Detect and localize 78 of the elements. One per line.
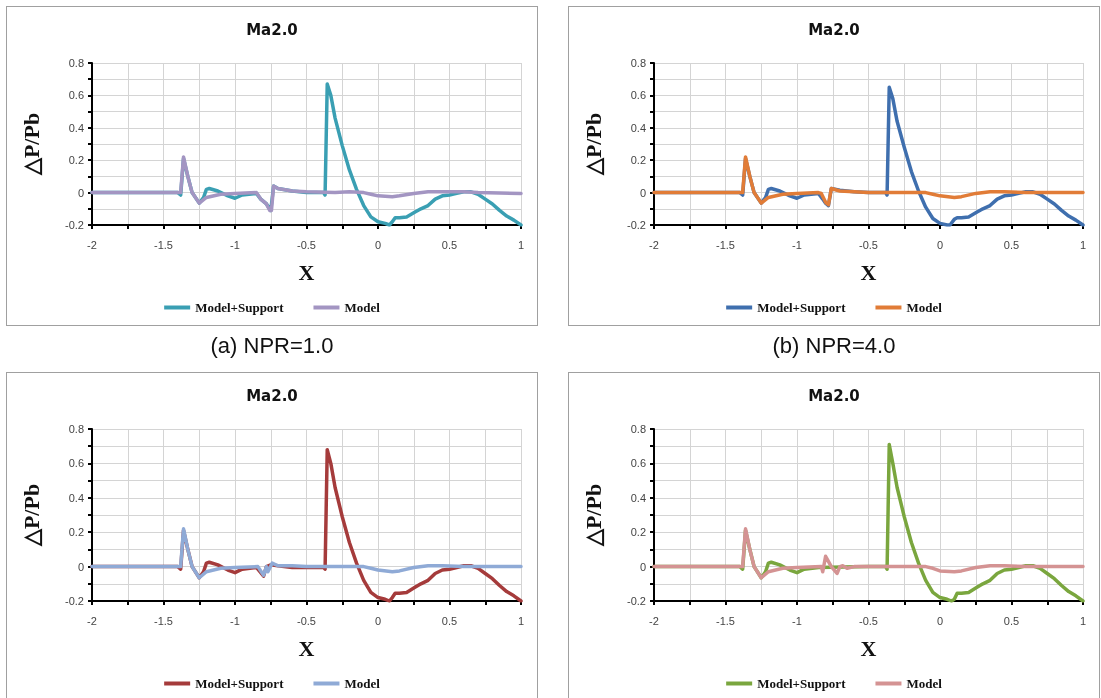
y-tick-label: 0.2 [630,154,646,167]
x-tick-label: 1 [517,614,525,627]
legend-label: Model [344,676,381,691]
x-tick-label: -0.5 [297,614,316,627]
x-tick-label: -1 [230,238,240,251]
x-axis-title: X [298,635,315,661]
x-axis-title: X [860,259,877,285]
legend-label: Model [344,300,381,315]
x-tick-label: 1 [1079,238,1087,251]
x-tick-label: 1 [517,238,525,251]
y-tick-label: 0.8 [68,423,84,435]
x-tick-label: -0.5 [859,238,878,251]
y-tick-label: -0.2 [65,595,84,607]
x-tick-label: 0.5 [1003,238,1020,251]
text: (b) NPR=4.0 [771,332,897,360]
x-tick-label: 0 [374,614,382,627]
y-axis-title: △P/Pb [580,112,606,177]
y-tick-label: 0.4 [630,491,646,504]
chart-title: Ma2.0 [808,20,860,39]
x-tick-label: 0 [936,238,944,251]
legend-label: Model [906,676,943,691]
y-tick-label: 0.6 [68,89,84,102]
x-tick-label: -1 [230,614,240,627]
x-tick-label: -1.5 [716,238,735,251]
x-tick-label: -2 [87,614,97,627]
x-tick-label: 1 [1079,614,1087,627]
y-axis-title: △P/Pb [18,112,44,177]
chart-title: Ma2.0 [808,386,860,405]
line-series [90,527,523,580]
x-axis-title: X [860,635,877,661]
x-tick-label: 0 [374,238,382,251]
x-tick-label: 0.5 [441,614,458,627]
x-tick-label: 0.5 [441,238,458,251]
line-series [652,527,1085,580]
x-tick-label: 0.5 [1003,614,1020,627]
chart-title: Ma2.0 [246,386,298,405]
x-tick-label: -0.5 [859,614,878,627]
x-tick-label: -0.5 [297,238,316,251]
y-tick-label: -0.2 [65,219,84,231]
y-tick-label: 0.6 [630,457,646,470]
x-tick-label: -2 [87,238,97,251]
y-tick-label: 0.2 [68,526,84,539]
y-tick-label: 0.6 [630,89,646,102]
x-tick-label: -2 [649,238,659,251]
y-tick-label: 0.4 [630,121,646,134]
y-tick-label: 0 [77,560,84,573]
y-tick-label: 0.8 [630,57,646,69]
y-tick-label: 0 [77,186,84,199]
y-tick-label: 0.8 [630,423,646,435]
y-tick-label: 0 [639,186,646,199]
y-tick-label: -0.2 [627,219,646,231]
y-axis-title: △P/Pb [580,483,606,548]
x-tick-label: 0 [936,614,944,627]
x-tick-label: -2 [649,614,659,627]
line-series [652,155,1085,207]
text: (a) NPR=1.0 [209,332,335,360]
legend-label: Model+Support [757,676,847,691]
legend-label: Model+Support [195,676,285,691]
line-series [90,155,523,213]
chart-title: Ma2.0 [246,20,298,39]
y-tick-label: 0.2 [630,526,646,539]
legend-label: Model [906,300,943,315]
x-axis-title: X [298,259,315,285]
y-axis-title: △P/Pb [18,483,44,548]
legend-label: Model+Support [757,300,847,315]
x-tick-label: -1.5 [154,614,173,627]
y-tick-label: 0 [639,560,646,573]
y-tick-label: 0.4 [68,121,84,134]
y-tick-label: 0.8 [68,57,84,69]
y-tick-label: -0.2 [627,595,646,607]
y-tick-label: 0.6 [68,457,84,470]
y-tick-label: 0.2 [68,154,84,167]
y-tick-label: 0.4 [68,491,84,504]
x-tick-label: -1 [792,238,802,251]
x-tick-label: -1 [792,614,802,627]
legend-label: Model+Support [195,300,285,315]
x-tick-label: -1.5 [154,238,173,251]
x-tick-label: -1.5 [716,614,735,627]
